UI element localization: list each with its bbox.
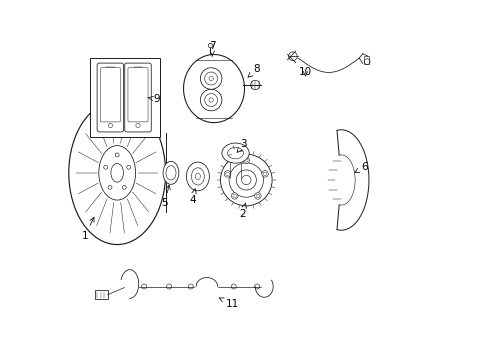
Circle shape	[243, 157, 249, 163]
Circle shape	[204, 94, 217, 107]
Circle shape	[224, 171, 230, 177]
Ellipse shape	[195, 173, 200, 180]
Circle shape	[256, 194, 259, 198]
Text: 7: 7	[208, 41, 215, 56]
Circle shape	[204, 72, 217, 85]
Ellipse shape	[191, 168, 204, 185]
Circle shape	[261, 171, 268, 177]
Bar	[95, 291, 107, 300]
Text: 6: 6	[354, 162, 367, 172]
Circle shape	[208, 98, 213, 102]
Circle shape	[244, 158, 247, 162]
Circle shape	[200, 68, 222, 89]
Text: 9: 9	[147, 94, 160, 104]
Circle shape	[115, 153, 119, 157]
Text: 8: 8	[247, 64, 260, 77]
Text: 2: 2	[239, 203, 246, 219]
Circle shape	[228, 163, 263, 197]
Circle shape	[225, 172, 229, 176]
Circle shape	[236, 170, 256, 190]
Circle shape	[108, 123, 112, 128]
Text: 5: 5	[161, 185, 170, 208]
Ellipse shape	[186, 162, 209, 191]
Circle shape	[241, 175, 250, 185]
Bar	[363, 56, 368, 64]
Circle shape	[108, 185, 112, 189]
Circle shape	[122, 185, 126, 189]
Text: 1: 1	[81, 217, 94, 240]
Ellipse shape	[111, 163, 123, 182]
Text: 11: 11	[219, 298, 238, 309]
Circle shape	[254, 193, 261, 199]
Bar	[90, 58, 160, 137]
Circle shape	[231, 193, 238, 199]
Ellipse shape	[165, 166, 176, 180]
Circle shape	[208, 76, 213, 81]
Circle shape	[136, 123, 140, 128]
Ellipse shape	[99, 145, 135, 200]
Circle shape	[220, 154, 271, 206]
Ellipse shape	[69, 101, 165, 244]
Circle shape	[103, 165, 107, 169]
Ellipse shape	[222, 143, 249, 163]
Circle shape	[208, 43, 212, 48]
Circle shape	[200, 89, 222, 111]
Circle shape	[126, 165, 130, 169]
Text: 10: 10	[298, 67, 311, 77]
Text: 3: 3	[237, 139, 246, 152]
Circle shape	[232, 194, 236, 198]
Text: 4: 4	[189, 189, 196, 205]
Ellipse shape	[163, 161, 179, 184]
Ellipse shape	[227, 147, 243, 159]
Circle shape	[263, 172, 266, 176]
